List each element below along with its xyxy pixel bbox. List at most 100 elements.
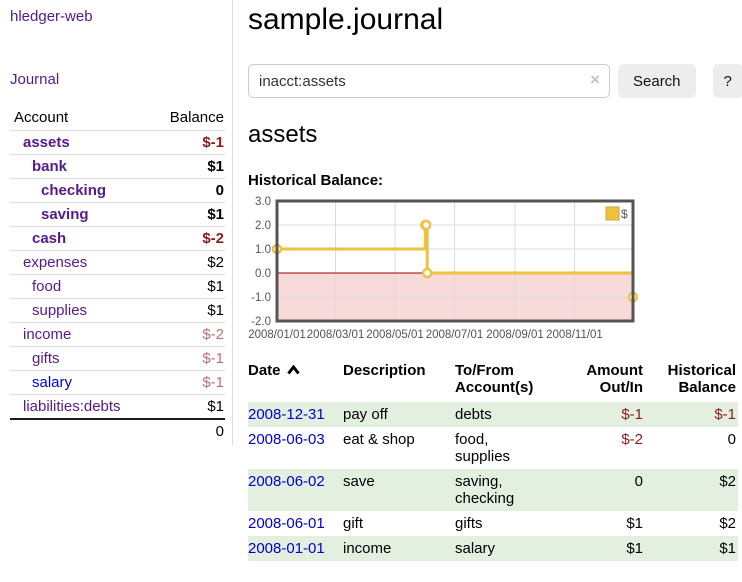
- total-spacer: [10, 418, 150, 443]
- account-link[interactable]: assets: [23, 134, 70, 151]
- transaction-amount: $-1: [621, 406, 643, 423]
- transaction-amount: 0: [634, 473, 643, 490]
- transaction-date-link[interactable]: 2008-06-03: [248, 431, 325, 448]
- transaction-description: income: [343, 540, 392, 557]
- accounts-total-row: 0: [10, 418, 225, 443]
- account-name-cell: gifts: [10, 346, 150, 371]
- transaction-row[interactable]: 2008-01-01 income salary $1 $1: [248, 536, 738, 561]
- transaction-description: eat & shop: [343, 431, 415, 448]
- transactions-table: Date Description To/From Account(s) Amou…: [248, 360, 738, 561]
- sidebar-account-row: gifts $-1: [10, 346, 225, 371]
- y-tick-label: -2.0: [251, 316, 271, 328]
- transaction-date-link[interactable]: 2008-01-01: [248, 540, 325, 557]
- sidebar-account-row: assets $-1: [10, 130, 225, 155]
- accounts-total-balance: 0: [150, 418, 225, 443]
- search-input[interactable]: [248, 64, 610, 98]
- account-link[interactable]: saving: [41, 206, 89, 223]
- transaction-date-link[interactable]: 2008-12-31: [248, 406, 325, 423]
- transaction-date-link[interactable]: 2008-06-01: [248, 515, 325, 532]
- y-tick-label: 0.0: [255, 268, 271, 280]
- transaction-row[interactable]: 2008-06-02 save saving, checking 0 $2: [248, 469, 738, 511]
- account-name-cell: salary: [10, 370, 150, 395]
- accounts-table: Account Balance assets $-1 bank $1 checking 0…: [10, 106, 225, 443]
- y-tick-label: 2.0: [255, 220, 271, 232]
- account-name-cell: supplies: [10, 298, 150, 323]
- y-tick-label: 1.0: [255, 244, 271, 256]
- historical-balance-chart: $3.0 2.0 1.0 0.0 -1.0 -2.0 2008/01/01 2008/03/0…: [248, 196, 742, 343]
- date-header-label: Date: [248, 362, 281, 379]
- account-balance: $1: [150, 394, 225, 420]
- transactions-header-row: Date Description To/From Account(s) Amou…: [248, 360, 738, 402]
- sidebar-account-row: checking 0: [10, 178, 225, 203]
- brand-link[interactable]: hledger-web: [10, 8, 93, 25]
- transaction-balance: $2: [719, 473, 736, 490]
- account-balance: 0: [150, 178, 225, 203]
- transaction-description: gift: [343, 515, 364, 532]
- account-name-cell: cash: [10, 226, 150, 251]
- sidebar-account-row: saving $1: [10, 202, 225, 227]
- sidebar-account-row: food $1: [10, 274, 225, 299]
- transaction-balance: $1: [719, 540, 736, 557]
- date-column-header[interactable]: Date: [248, 360, 343, 402]
- balance-column-header-txn: Historical Balance: [667, 362, 736, 396]
- clear-search-icon[interactable]: ×: [590, 70, 600, 89]
- transaction-accounts: food, supplies: [455, 431, 511, 465]
- account-link[interactable]: income: [23, 326, 72, 343]
- transaction-amount: $1: [626, 540, 643, 557]
- account-link[interactable]: cash: [32, 230, 67, 247]
- legend-label: $: [621, 207, 628, 221]
- x-tick-label: 2008/11/01: [546, 329, 603, 341]
- accounts-column-header: To/From Account(s): [455, 362, 534, 396]
- account-link[interactable]: salary: [32, 374, 73, 391]
- plot-border: [275, 199, 635, 323]
- transaction-date-link[interactable]: 2008-06-02: [248, 473, 325, 490]
- account-name-cell: checking: [10, 178, 150, 203]
- transaction-row[interactable]: 2008-12-31 pay off debts $-1 $-1: [248, 402, 738, 427]
- sidebar-account-row: supplies $1: [10, 298, 225, 323]
- account-link[interactable]: checking: [41, 182, 107, 199]
- transaction-accounts: gifts: [455, 515, 483, 532]
- data-point-marker: [420, 219, 432, 231]
- account-link[interactable]: supplies: [32, 302, 88, 319]
- help-button[interactable]: ?: [712, 64, 742, 98]
- x-tick-label: 2008/05/01: [366, 329, 424, 341]
- sidebar-account-row: liabilities:debts $1: [10, 394, 225, 420]
- transaction-balance: 0: [727, 431, 736, 448]
- page-title: sample.journal: [248, 3, 444, 36]
- account-name-cell: liabilities:debts: [10, 394, 150, 420]
- account-link[interactable]: liabilities:debts: [23, 398, 121, 415]
- transaction-row[interactable]: 2008-06-03 eat & shop food, supplies $-2 0: [248, 427, 738, 469]
- account-link[interactable]: bank: [32, 158, 68, 175]
- search-box: ×: [248, 64, 610, 98]
- sidebar-account-row: salary $-1: [10, 370, 225, 395]
- sidebar-nav: Journal: [10, 71, 225, 88]
- transaction-date-cell: 2008-06-03: [248, 427, 343, 469]
- account-balance: $2: [150, 250, 225, 275]
- description-column-header: Description: [343, 362, 426, 379]
- transaction-description: pay off: [343, 406, 388, 423]
- transaction-date-cell: 2008-01-01: [248, 536, 343, 561]
- y-tick-label: -1.0: [251, 292, 271, 304]
- account-link[interactable]: gifts: [32, 350, 60, 367]
- sidebar-account-row: cash $-2: [10, 226, 225, 251]
- account-link[interactable]: food: [32, 278, 62, 295]
- transactions-body: 2008-12-31 pay off debts $-1 $-1 2008-06-03 ea…: [248, 402, 738, 561]
- transaction-balance: $2: [719, 515, 736, 532]
- accounts-table-body: assets $-1 bank $1 checking 0 saving $1 cash $-2 e…: [10, 130, 225, 420]
- account-balance: $-1: [150, 130, 225, 155]
- account-link[interactable]: expenses: [23, 254, 88, 271]
- x-tick-label: 2008/09/01: [486, 329, 544, 341]
- brand: hledger-web: [10, 8, 225, 25]
- account-name-cell: income: [10, 322, 150, 347]
- x-tick-label: 2008/01/01: [248, 329, 306, 341]
- transaction-accounts: saving, checking: [455, 473, 515, 507]
- account-balance: $1: [150, 202, 225, 227]
- accounts-table-header-row: Account Balance: [10, 106, 225, 131]
- search-button[interactable]: Search: [618, 64, 696, 98]
- transaction-row[interactable]: 2008-06-01 gift gifts $1 $2: [248, 511, 738, 536]
- transaction-accounts: salary: [455, 540, 496, 557]
- account-name-cell: assets: [10, 130, 150, 155]
- sidebar: hledger-web Journal Account Balance asse…: [0, 0, 233, 445]
- sidebar-item-journal[interactable]: Journal: [10, 71, 60, 88]
